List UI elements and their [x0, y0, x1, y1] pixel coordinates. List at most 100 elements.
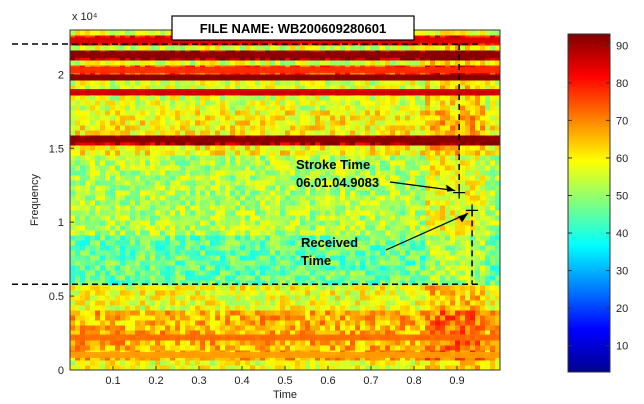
heatmap-cell [140, 95, 146, 101]
heatmap-cell [150, 305, 156, 311]
heatmap-cell [390, 115, 396, 121]
heatmap-cell [200, 170, 206, 176]
heatmap-cell [75, 310, 81, 316]
heatmap-cell [465, 245, 471, 251]
heatmap-cell [345, 305, 351, 311]
heatmap-cell [355, 160, 361, 166]
heatmap-cell [170, 245, 176, 251]
heatmap-cell [320, 110, 326, 116]
heatmap-cell [290, 250, 296, 256]
heatmap-cell [440, 175, 446, 181]
heatmap-cell [185, 280, 191, 286]
heatmap-cell [290, 170, 296, 176]
heatmap-cell [95, 280, 101, 286]
heatmap-cell [170, 250, 176, 256]
heatmap-cell [120, 265, 126, 271]
heatmap-cell [195, 130, 201, 136]
heatmap-cell [275, 360, 281, 366]
heatmap-cell [110, 155, 116, 161]
heatmap-cell [325, 85, 331, 91]
heatmap-cell [130, 145, 136, 151]
heatmap-cell [205, 170, 211, 176]
heatmap-cell [430, 285, 436, 291]
heatmap-cell [100, 180, 106, 186]
heatmap-cell [185, 265, 191, 271]
heatmap-cell [350, 305, 356, 311]
heatmap-cell [425, 80, 431, 86]
heatmap-cell [265, 115, 271, 121]
heatmap-cell [320, 205, 326, 211]
heatmap-cell [475, 215, 481, 221]
heatmap-cell [160, 325, 166, 331]
heatmap-cell [335, 360, 341, 366]
heatmap-cell [350, 285, 356, 291]
heatmap-cell [150, 200, 156, 206]
heatmap-cell [180, 110, 186, 116]
heatmap-cell [425, 285, 431, 291]
heatmap-cell [490, 325, 496, 331]
heatmap-cell [135, 305, 141, 311]
heatmap-cell [425, 365, 431, 370]
heatmap-cell [400, 165, 406, 171]
heatmap-cell [390, 300, 396, 306]
heatmap-cell [235, 100, 241, 106]
heatmap-cell [460, 140, 466, 146]
heatmap-cell [150, 230, 156, 236]
heatmap-cell [245, 130, 251, 136]
heatmap-cell [285, 325, 291, 331]
heatmap-cell [435, 80, 441, 86]
heatmap-cell [375, 235, 381, 241]
heatmap-cell [85, 320, 91, 326]
heatmap-cell [145, 255, 151, 261]
heatmap-cell [305, 185, 311, 191]
heatmap-cell [160, 145, 166, 151]
heatmap-cell [440, 95, 446, 101]
heatmap-cell [470, 170, 476, 176]
heatmap-cell [470, 120, 476, 126]
heatmap-cell [80, 145, 86, 151]
heatmap-cell [320, 360, 326, 366]
heatmap-cell [370, 155, 376, 161]
heatmap-cell [495, 270, 500, 276]
heatmap-cell [290, 340, 296, 346]
heatmap-cell [245, 160, 251, 166]
heatmap-cell [265, 275, 271, 281]
heatmap-cell [480, 240, 486, 246]
heatmap-cell [405, 295, 411, 301]
heatmap-cell [450, 255, 456, 261]
heatmap-cell [415, 100, 421, 106]
heatmap-cell [280, 105, 286, 111]
heatmap-cell [360, 270, 366, 276]
heatmap-cell [445, 240, 451, 246]
heatmap-cell [240, 175, 246, 181]
heatmap-cell [195, 230, 201, 236]
heatmap-cell [455, 150, 461, 156]
heatmap-cell [210, 260, 216, 266]
heatmap-cell [185, 205, 191, 211]
heatmap-cell [300, 220, 306, 226]
heatmap-cell [405, 315, 411, 321]
heatmap-cell [175, 360, 181, 366]
heatmap-cell [400, 295, 406, 301]
heatmap-cell [75, 325, 81, 331]
heatmap-cell [130, 340, 136, 346]
heatmap-cell [230, 315, 236, 321]
heatmap-cell [185, 175, 191, 181]
heatmap-cell [435, 285, 441, 291]
heatmap-cell [370, 365, 376, 370]
heatmap-cell [355, 180, 361, 186]
heatmap-cell [225, 155, 231, 161]
heatmap-cell [230, 205, 236, 211]
heatmap-cell [220, 100, 226, 106]
heatmap-cell [485, 210, 491, 216]
heatmap-cell [250, 200, 256, 206]
heatmap-cell [105, 290, 111, 296]
heatmap-cell [165, 140, 171, 146]
heatmap-cell [290, 225, 296, 231]
heatmap-cell [155, 305, 161, 311]
heatmap-cell [440, 365, 446, 370]
heatmap-cell [290, 85, 296, 91]
heatmap-cell [215, 150, 221, 156]
heatmap-cell [435, 275, 441, 281]
heatmap-cell [470, 140, 476, 146]
